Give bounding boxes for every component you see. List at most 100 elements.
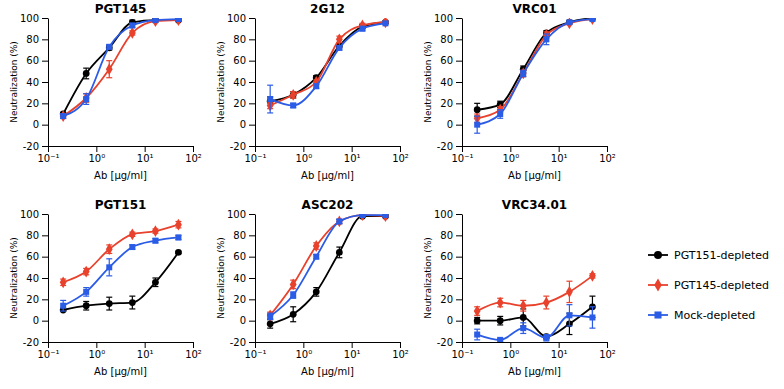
data-point [359,214,365,218]
data-point [589,18,596,21]
y-tick-mark [456,321,462,322]
error-bar [83,94,89,105]
x-axis-title: Ab [µg/ml] [94,170,147,181]
data-point [382,20,388,26]
x-tick: 10² [185,146,202,164]
x-tick-label: 10¹ [551,153,568,164]
error-bar [129,296,135,309]
x-tick: 10² [599,146,616,164]
x-tick-label: 10⁻¹ [37,349,59,360]
error-bar [290,307,296,322]
x-tick: 10¹ [551,342,568,360]
x-tick-label: 10² [392,153,409,164]
y-tick: 80 [440,230,462,241]
y-tick-mark [42,61,48,62]
series-line [63,252,178,310]
error-bar [336,46,342,50]
error-bar-cap [83,301,89,302]
data-point [152,238,158,244]
error-bar-cap [83,93,89,94]
y-tick-mark [42,146,48,147]
x-tick: 10² [599,342,616,360]
data-point [566,19,572,25]
error-bar-cap [497,118,503,119]
data-point [83,70,90,77]
error-bar [60,114,66,118]
plot-area [60,219,182,314]
x-axis-line [256,146,401,147]
y-tick: 40 [26,273,48,284]
x-tick: 10⁰ [295,342,312,360]
y-tick-label: -20 [23,141,39,152]
data-point [290,311,297,318]
data-point [313,83,319,89]
data-point [520,70,526,76]
y-axis-line [255,215,256,343]
x-tick: 10⁰ [502,342,519,360]
y-axis-line [462,19,463,147]
data-point [520,300,527,312]
error-bar-cap [589,328,595,329]
x-tick: 10⁻¹ [451,146,473,164]
data-point [589,270,596,282]
data-point [543,36,549,42]
y-tick-mark [249,299,255,300]
x-tick: 10⁰ [88,342,105,360]
data-point [175,18,182,26]
y-axis-title: Neutralization (%) [9,41,19,123]
x-axis-line [463,146,608,147]
error-bar [474,317,480,323]
y-tick-label: 0 [33,119,39,130]
x-tick: 10¹ [344,146,361,164]
y-tick-label: 0 [447,119,453,130]
y-tick-label: 0 [240,119,246,130]
y-tick-label: 100 [20,209,39,220]
series [60,234,181,311]
x-tick-label: 10¹ [137,349,154,360]
y-tick-label: 20 [26,294,39,305]
y-axis-line [255,19,256,147]
error-bar-cap [497,324,503,325]
series-line [63,19,178,116]
data-point [60,113,66,119]
x-tick-label: 10² [185,349,202,360]
plot-area [267,214,389,328]
data-point [152,18,159,24]
data-point [152,279,159,286]
y-tick-mark [249,342,255,343]
error-bar-cap [267,112,273,113]
data-point [382,214,389,222]
x-tick: 10⁻¹ [244,146,266,164]
error-bar-cap [474,116,480,117]
data-point [106,63,113,75]
y-tick-label: 0 [447,315,453,326]
y-tick: 100 [434,13,462,24]
y-tick-label: 80 [233,230,246,241]
y-axis-line [48,19,49,147]
data-point [520,325,526,331]
x-axis: 10⁻¹10⁰10¹10² [244,342,408,360]
data-point [267,313,273,319]
y-tick-label: 80 [26,230,39,241]
error-bar-cap [474,103,480,104]
x-tick-label: 10⁻¹ [451,349,473,360]
data-point [497,317,504,324]
series [474,18,596,124]
x-tick-label: 10¹ [137,153,154,164]
legend-entry: PGT151-depleted [648,249,769,262]
error-bar-cap [474,116,480,117]
x-tick: 10⁰ [502,146,519,164]
error-bar-cap [60,300,66,301]
data-point [474,317,481,324]
y-tick: 80 [26,34,48,45]
data-point [129,22,135,28]
y-tick-mark [249,278,255,279]
panel: 10⁻¹10⁰10¹10²-20020406080100PGT151Ab [µg… [9,198,202,377]
x-tick: 10² [185,342,202,360]
error-bar-cap [497,109,503,110]
legend-label: Mock-depleted [674,309,755,322]
error-bar-cap [290,306,296,307]
error-bar-cap [290,321,296,322]
data-point [175,249,182,256]
panel-title: PGT151 [95,198,147,212]
